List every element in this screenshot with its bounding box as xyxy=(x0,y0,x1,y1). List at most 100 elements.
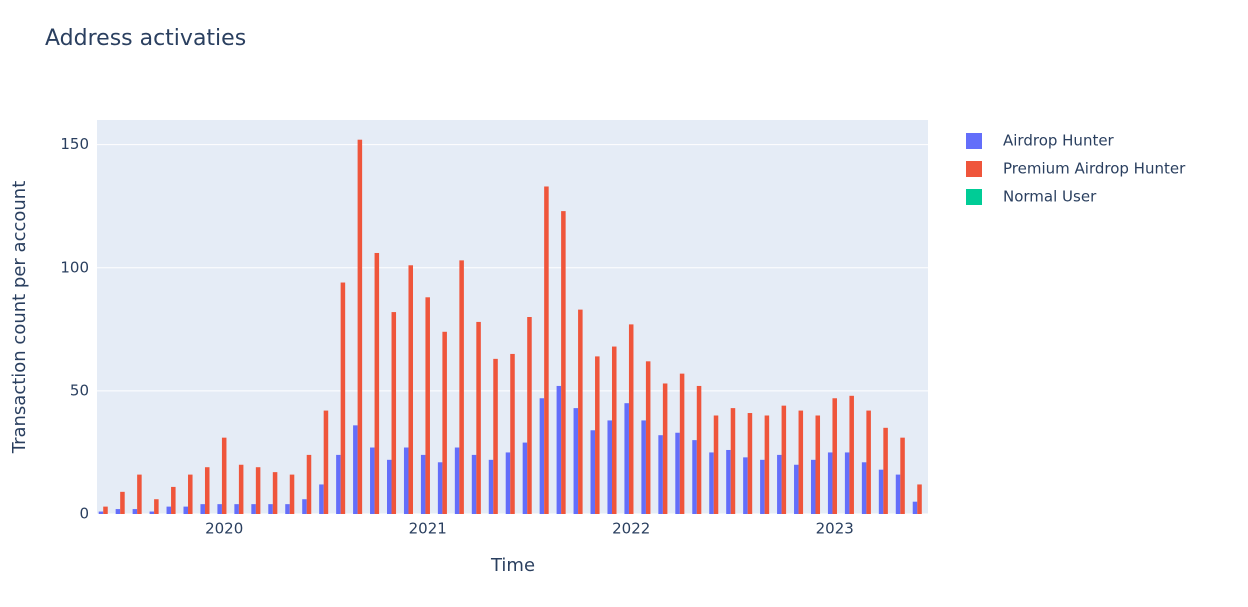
bar xyxy=(624,403,629,514)
bar xyxy=(188,474,193,514)
y-tick-label: 100 xyxy=(60,258,89,276)
bar xyxy=(183,506,189,514)
bar xyxy=(238,464,244,514)
bar xyxy=(357,139,363,514)
bar xyxy=(459,260,464,514)
bar xyxy=(272,472,278,514)
bar xyxy=(420,454,426,514)
bar xyxy=(137,474,142,514)
bar xyxy=(827,452,833,514)
y-tick-label: 50 xyxy=(70,381,89,399)
bar xyxy=(726,449,731,514)
bar xyxy=(454,447,460,514)
bar xyxy=(336,454,341,514)
bar xyxy=(777,454,782,514)
bar xyxy=(556,385,562,514)
bar xyxy=(471,454,477,514)
bar xyxy=(815,415,821,514)
bar xyxy=(255,467,261,514)
bar xyxy=(900,437,905,514)
bar xyxy=(760,459,765,514)
bar xyxy=(641,420,646,514)
bar xyxy=(115,509,121,514)
bar xyxy=(658,435,663,514)
bar xyxy=(166,506,172,514)
bar xyxy=(370,447,375,514)
bar xyxy=(98,511,104,514)
bar xyxy=(844,452,850,514)
bar xyxy=(917,484,922,514)
bar xyxy=(285,504,290,514)
x-tick-label: 2023 xyxy=(816,520,854,538)
bar xyxy=(544,186,549,515)
bar xyxy=(268,504,273,514)
bar xyxy=(730,408,736,514)
bar xyxy=(692,440,697,514)
bar xyxy=(302,499,307,514)
bar xyxy=(607,420,612,514)
bar xyxy=(103,506,108,514)
bar xyxy=(662,383,668,514)
bar xyxy=(645,361,651,514)
legend-swatch xyxy=(966,133,982,149)
bar xyxy=(425,297,430,514)
bar xyxy=(522,442,528,514)
bar xyxy=(573,408,579,514)
bar xyxy=(861,462,867,514)
bar xyxy=(374,252,380,514)
y-tick-label: 0 xyxy=(79,505,89,523)
bar xyxy=(611,346,617,514)
bar xyxy=(578,309,583,514)
bar xyxy=(510,353,515,514)
bar xyxy=(437,462,443,514)
legend-swatch xyxy=(966,189,982,205)
bar xyxy=(794,464,799,514)
bar xyxy=(171,486,176,514)
bar xyxy=(319,484,324,514)
bar xyxy=(387,459,392,514)
bar xyxy=(628,324,634,514)
bar xyxy=(866,410,871,514)
x-tick-label: 2022 xyxy=(612,520,650,538)
bar xyxy=(403,447,409,514)
bar xyxy=(217,504,222,514)
bar xyxy=(561,211,566,515)
bar xyxy=(408,265,414,514)
bar xyxy=(696,385,702,514)
bar xyxy=(912,501,918,514)
bar xyxy=(527,317,532,514)
bar xyxy=(200,504,205,514)
legend-label: Normal User xyxy=(1003,188,1097,206)
bar xyxy=(832,398,837,514)
bar xyxy=(764,415,770,514)
chart-title: Address activaties xyxy=(45,26,246,51)
bar xyxy=(340,282,346,514)
bar xyxy=(234,504,239,514)
x-tick-label: 2021 xyxy=(409,520,447,538)
bar xyxy=(595,356,600,514)
bar xyxy=(306,454,312,514)
bar xyxy=(539,398,545,514)
bar xyxy=(849,395,854,514)
bar xyxy=(204,467,210,514)
bar xyxy=(132,509,138,514)
bar xyxy=(149,511,155,514)
bar xyxy=(154,499,159,514)
bar xyxy=(251,504,256,514)
bar xyxy=(679,373,685,514)
bar xyxy=(590,430,596,514)
bar xyxy=(221,437,227,514)
bar xyxy=(488,459,494,514)
bar xyxy=(289,474,295,514)
bar xyxy=(810,459,816,514)
bar xyxy=(493,358,498,514)
x-tick-label: 2020 xyxy=(205,520,243,538)
bar xyxy=(505,452,511,514)
bar xyxy=(895,474,901,514)
bar xyxy=(476,321,481,514)
bar xyxy=(391,312,397,514)
y-tick-label: 150 xyxy=(60,135,89,153)
bar xyxy=(713,415,719,514)
bar xyxy=(353,425,358,514)
